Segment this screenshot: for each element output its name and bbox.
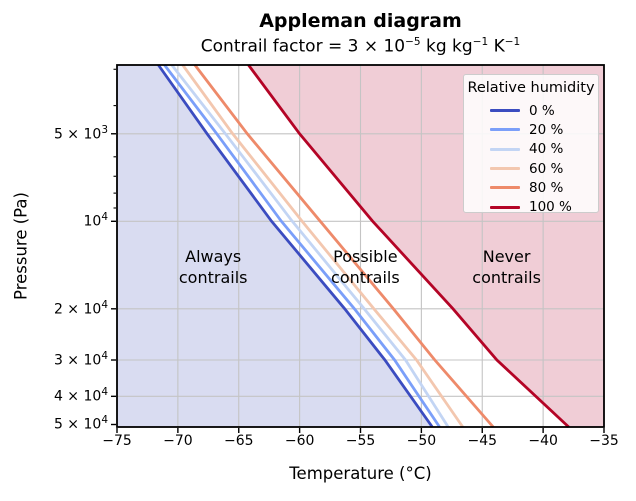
x-tick-label: −75: [102, 433, 132, 449]
y-tick-label: 5 × 104: [53, 414, 108, 434]
region-label-never-contrails: Never contrails: [472, 247, 541, 288]
legend-item-label: 20 %: [529, 121, 564, 138]
y-tick-label: 2 × 104: [53, 298, 108, 318]
legend-line-swatch: [490, 167, 520, 171]
x-tick-label: −45: [467, 433, 498, 449]
humidity-line-0%: [157, 64, 434, 428]
x-tick-label: −40: [528, 433, 558, 449]
legend-item-label: 0 %: [529, 102, 555, 119]
legend-item-label: 60 %: [529, 160, 564, 177]
axes-frame: [116, 64, 605, 428]
y-axis-label: Pressure (Pa): [11, 192, 31, 300]
legend-item-label: 100 %: [529, 199, 572, 216]
legend-item: 40 %: [464, 140, 598, 159]
legend-line-swatch: [490, 186, 520, 190]
legend-title: Relative humidity: [467, 80, 595, 96]
chart-subtitle: Contrail factor = 3 × 10−5 kg kg−1 K−1: [200, 36, 521, 57]
legend-item: 100 %: [464, 197, 598, 216]
legend-line-swatch: [490, 147, 520, 151]
always-contrails-region: [117, 65, 433, 427]
legend-item-label: 40 %: [529, 141, 564, 158]
region-label-always-contrails: Always contrails: [178, 247, 248, 288]
x-tick-label: −50: [406, 433, 437, 449]
y-tick-label: 3 × 104: [53, 350, 108, 369]
legend-item: 0 %: [464, 101, 598, 120]
x-tick-label: −60: [284, 433, 315, 449]
region-label-possible-contrails: Possible contrails: [331, 247, 400, 288]
x-tick-label: −70: [163, 433, 193, 449]
legend-item-label: 80 %: [529, 179, 564, 196]
y-tick-label: 4 × 104: [53, 386, 108, 405]
legend-line-swatch: [490, 109, 520, 113]
humidity-line-100%: [247, 64, 570, 429]
humidity-line-60%: [181, 64, 464, 428]
legend-items: 0 % 20 % 40 % 60 % 80 % 100 %: [464, 101, 598, 217]
legend-item: 80 %: [464, 178, 598, 197]
legend-line-swatch: [490, 128, 520, 132]
legend-item: 60 %: [464, 159, 598, 178]
y-tick-label: 5 × 103: [53, 123, 108, 143]
humidity-line-80%: [193, 64, 495, 428]
legend: Relative humidity 0 % 20 % 40 % 60 % 80 % 100…: [463, 74, 599, 215]
x-tick-label: −35: [589, 433, 619, 449]
humidity-line-40%: [170, 64, 450, 428]
x-tick-label: −65: [223, 433, 254, 449]
x-tick-label: −55: [345, 433, 376, 449]
legend-line-swatch: [490, 205, 520, 209]
x-axis-label: Temperature (°C): [289, 464, 432, 483]
y-tick-label: 104: [83, 211, 108, 230]
legend-item: 20 %: [464, 120, 598, 139]
chart-title: Appleman diagram: [259, 10, 462, 32]
humidity-line-20%: [163, 64, 441, 428]
